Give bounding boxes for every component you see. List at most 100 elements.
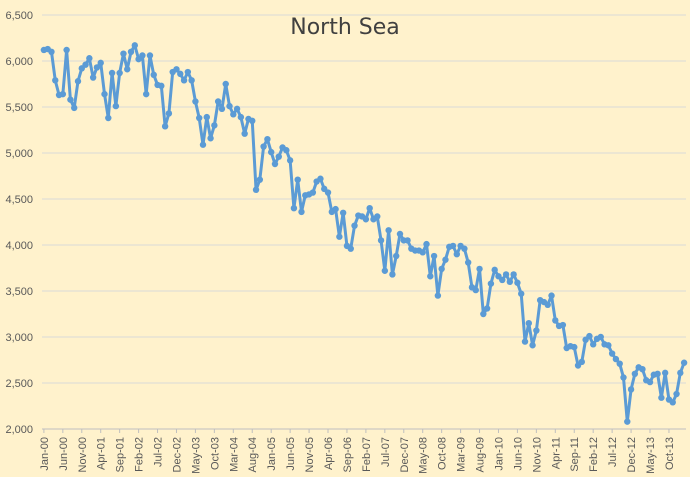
data-point [93, 64, 101, 71]
x-tick-label: Nov-10 [531, 437, 543, 472]
x-tick-label: Apr-06 [323, 437, 335, 470]
data-point [442, 256, 449, 263]
data-point [241, 130, 248, 137]
x-tick-label: May-03 [190, 437, 202, 474]
x-tick-label: Sep-06 [342, 437, 354, 472]
data-point [264, 136, 271, 143]
data-point [199, 141, 207, 148]
y-tick-label: 4,500 [5, 194, 33, 206]
data-point [366, 205, 373, 212]
x-tick-label: Dec-02 [171, 437, 183, 472]
data-point [374, 213, 381, 220]
y-tick-label: 3,500 [5, 286, 33, 298]
data-point [142, 90, 150, 98]
data-point [661, 369, 669, 377]
x-tick-label: May-13 [645, 437, 657, 474]
x-tick-label: Oct-08 [437, 437, 449, 470]
data-point [533, 327, 540, 334]
data-point [419, 249, 426, 256]
y-tick-label: 5,000 [5, 148, 33, 160]
data-point [559, 321, 567, 329]
data-point [180, 77, 188, 84]
data-point [377, 237, 385, 244]
data-point [214, 98, 222, 105]
data-point [82, 61, 89, 68]
data-point [680, 359, 688, 366]
x-tick-label: Apr-11 [550, 437, 562, 469]
data-point [196, 114, 203, 122]
data-point [677, 369, 684, 377]
data-point [59, 90, 67, 98]
data-point [52, 77, 59, 84]
data-point [184, 68, 192, 76]
x-tick-label: May-08 [418, 437, 430, 474]
data-point [438, 265, 445, 273]
data-point [381, 267, 389, 274]
data-point [453, 251, 461, 258]
data-point [389, 271, 396, 278]
x-tick-label: Mar-04 [228, 437, 240, 472]
data-point [423, 240, 430, 248]
data-point [616, 360, 623, 367]
data-point [586, 332, 593, 340]
x-tick-label: Jul-02 [153, 437, 165, 467]
data-point [127, 48, 135, 55]
x-tick-label: Oct-03 [209, 437, 221, 470]
data-point [283, 147, 290, 154]
x-tick-label: Dec-07 [399, 437, 411, 472]
data-point [108, 69, 116, 77]
data-point [571, 343, 578, 351]
data-point [385, 227, 392, 234]
data-point [309, 189, 317, 196]
data-point [544, 301, 551, 308]
x-tick-label: Nov-05 [304, 437, 316, 472]
y-tick-label: 3,000 [5, 332, 33, 344]
data-point [487, 280, 495, 287]
series-north-sea [40, 42, 688, 425]
data-point [218, 105, 226, 113]
data-point [222, 80, 229, 88]
data-point [339, 209, 347, 216]
data-point [427, 273, 434, 280]
data-point [510, 271, 517, 278]
x-tick-label: Aug-04 [247, 437, 259, 472]
x-tick-label: Sep-11 [569, 437, 581, 472]
data-point [161, 123, 169, 130]
x-tick-label: Dec-12 [626, 437, 638, 472]
data-point [396, 230, 404, 238]
data-point [192, 98, 199, 105]
data-point [146, 52, 154, 59]
y-tick-label: 5,500 [5, 102, 33, 114]
x-tick-label: Jan-05 [266, 437, 278, 471]
x-tick-label: Jan-10 [493, 437, 505, 471]
data-point [673, 390, 680, 398]
x-tick-label: Jun-05 [285, 437, 297, 471]
data-point [89, 74, 97, 81]
data-point [324, 189, 332, 196]
data-point [63, 46, 70, 54]
x-tick-label: Sep-01 [115, 437, 127, 472]
data-point [105, 114, 112, 122]
data-point [256, 176, 264, 183]
x-tick-label: Jan-00 [39, 437, 51, 471]
data-point [620, 374, 627, 381]
data-point [207, 135, 214, 142]
y-tick-label: 4,000 [5, 240, 33, 252]
data-point [260, 143, 267, 150]
data-point [112, 102, 120, 110]
data-point [521, 338, 529, 345]
data-point [404, 237, 411, 244]
data-point [150, 71, 157, 79]
data-point [491, 266, 498, 274]
data-point [230, 111, 237, 118]
y-tick-label: 2,500 [5, 378, 33, 390]
gridlines [42, 14, 686, 430]
data-point [298, 208, 305, 216]
data-point [332, 205, 339, 213]
data-point [97, 59, 104, 67]
data-point [226, 102, 233, 110]
data-point [290, 205, 298, 212]
x-tick-label: Jun-10 [512, 437, 524, 471]
